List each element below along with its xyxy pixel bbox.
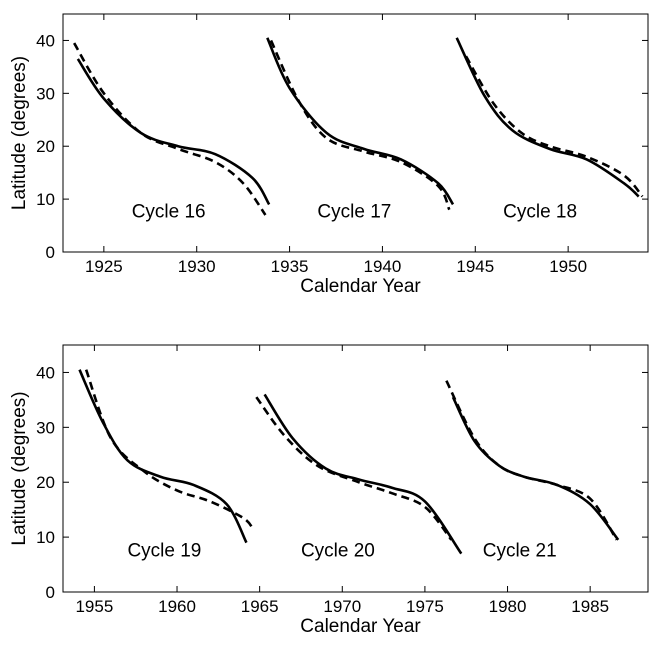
cycle-solid-line	[263, 393, 463, 555]
cycle-label: Cycle 19	[127, 540, 201, 561]
cycle-dashed-line	[269, 39, 451, 211]
y-tick-label: 0	[46, 243, 55, 262]
x-tick-label: 1950	[549, 257, 587, 276]
cycle-label: Cycle 20	[301, 540, 375, 561]
y-tick-label: 10	[36, 528, 55, 547]
y-tick-label: 0	[46, 583, 55, 602]
x-axis-title: Calendar Year	[300, 616, 421, 637]
cycle-solid-line	[76, 58, 271, 206]
plot-frame	[62, 344, 649, 593]
cycle-label: Cycle 18	[503, 202, 577, 223]
plot-frame	[62, 13, 649, 253]
y-tick-label: 20	[36, 473, 55, 492]
x-tick-label: 1980	[489, 597, 527, 616]
cycle-solid-line	[78, 369, 248, 544]
x-tick-label: 1955	[75, 597, 113, 616]
y-tick-label: 40	[36, 363, 55, 382]
cycle-dashed-line	[73, 42, 267, 216]
x-tick-label: 1970	[323, 597, 361, 616]
x-tick-label: 1930	[178, 257, 216, 276]
cycle-dashed-line	[255, 396, 453, 541]
y-tick-label: 30	[36, 418, 55, 437]
cycle-label: Cycle 17	[317, 202, 391, 223]
y-tick-label: 10	[36, 190, 55, 209]
cycle-solid-line	[451, 396, 620, 541]
y-tick-label: 20	[36, 137, 55, 156]
cycle-dashed-line	[464, 55, 644, 198]
x-axis-title: Calendar Year	[300, 276, 421, 297]
x-tick-label: 1960	[158, 597, 196, 616]
y-axis-title: Latitude (degrees)	[9, 391, 30, 545]
y-tick-label: 30	[36, 84, 55, 103]
x-tick-label: 1940	[364, 257, 402, 276]
x-tick-label: 1965	[241, 597, 279, 616]
cycle-dashed-line	[84, 369, 255, 530]
x-tick-label: 1985	[571, 597, 609, 616]
chart-panel-2: 1955 1960 1965 1970 1975 1980 1985 0 10 20 30 40 Cal…	[9, 344, 649, 637]
cycle-dashed-line	[445, 380, 618, 541]
y-tick-label: 40	[36, 31, 55, 50]
x-tick-label: 1925	[85, 257, 123, 276]
x-tick-label: 1975	[406, 597, 444, 616]
chart-panel-1: 1925 1930 1935 1940 1945 1950 0 10 20 30 40 Calenda…	[9, 13, 649, 297]
y-axis-title: Latitude (degrees)	[9, 56, 30, 210]
cycle-solid-line	[455, 37, 640, 198]
x-tick-label: 1935	[271, 257, 309, 276]
cycle-label: Cycle 16	[132, 202, 206, 223]
x-tick-label: 1945	[456, 257, 494, 276]
cycle-label: Cycle 21	[483, 540, 557, 561]
cycle-solid-line	[266, 37, 455, 206]
